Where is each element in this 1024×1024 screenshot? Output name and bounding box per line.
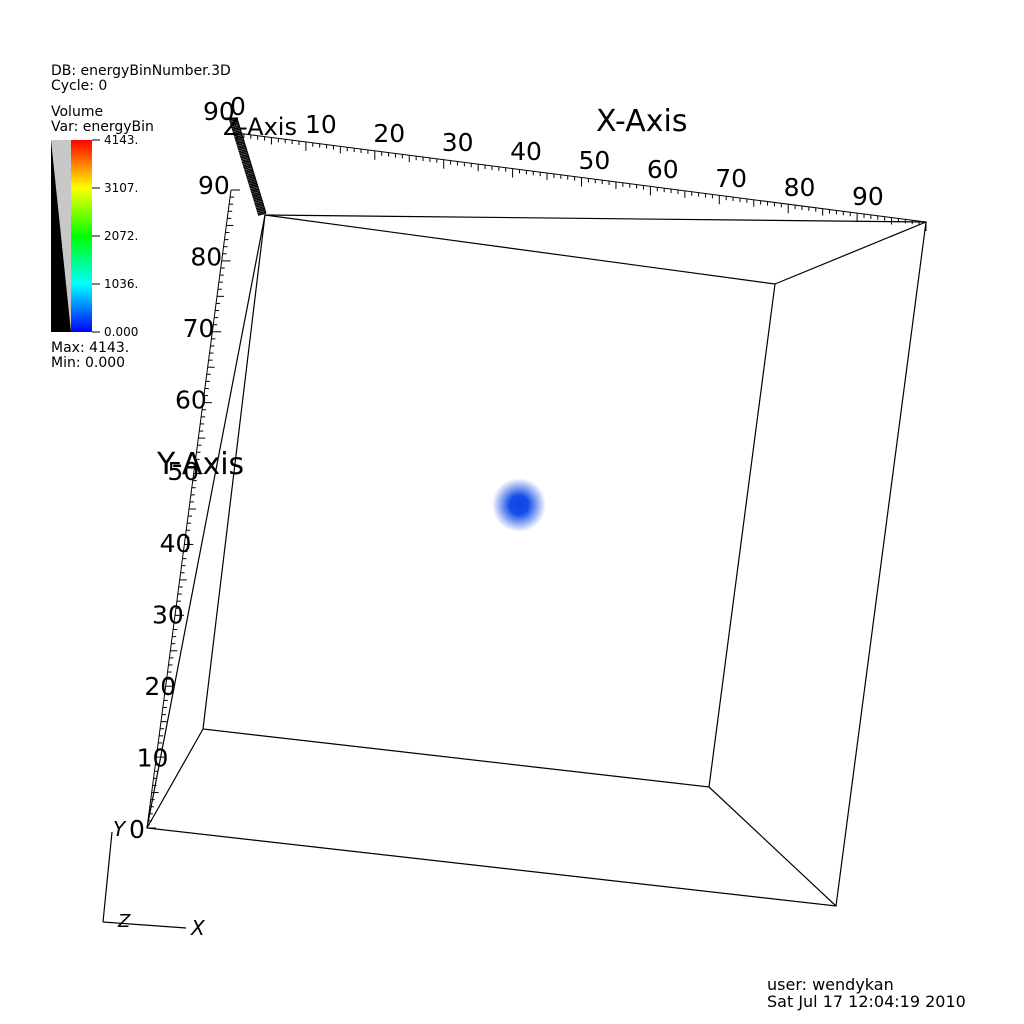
z-axis-title: Z-Axis <box>223 113 297 141</box>
legend-min: Min: 0.000 <box>51 355 126 371</box>
z-tick-label: 90 <box>203 97 235 126</box>
timestamp-label: Sat Jul 17 12:04:19 2010 <box>767 992 966 1011</box>
y-tick-label: 20 <box>144 672 176 701</box>
x-tick-label: 80 <box>784 173 816 202</box>
y-tick-label: 70 <box>183 314 215 343</box>
x-axis-title: X-Axis <box>596 104 687 139</box>
cycle-label: Cycle: 0 <box>51 78 108 94</box>
x-tick-label: 50 <box>579 146 611 175</box>
volume-blob <box>492 478 546 532</box>
x-axis: 10 20 30 40 50 60 70 80 90 X-Axis <box>236 104 927 231</box>
y-tick-label: 0 <box>129 815 145 844</box>
y-tick-label: 50 <box>167 457 199 486</box>
user-label: user: wendykan <box>767 975 894 994</box>
legend-max: Max: 4143. <box>51 340 130 356</box>
legend-tick-label: 3107. <box>104 181 138 195</box>
orientation-triad: Y Z X <box>102 817 206 940</box>
y-axis: 0 10 20 30 40 50 60 70 80 90 Y-Axis <box>129 171 244 844</box>
x-tick-label: 60 <box>647 155 679 184</box>
y-tick-label: 60 <box>175 386 207 415</box>
x-tick-label: 90 <box>852 182 884 211</box>
x-tick-label: 30 <box>442 128 474 157</box>
x-tick-label: 20 <box>373 119 405 148</box>
y-tick-label: 10 <box>137 743 169 772</box>
triad-x-label: X <box>190 916 206 940</box>
legend-tick-label: 0.000 <box>104 325 138 339</box>
legend-tick-label: 4143. <box>104 133 138 147</box>
legend-variable: Var: energyBin <box>51 119 154 135</box>
x-tick-label: 70 <box>715 164 747 193</box>
legend-tick-label: 2072. <box>104 229 138 243</box>
x-tick-label: 10 <box>305 110 337 139</box>
z-tick-label: 0 <box>230 92 246 121</box>
y-tick-label: 30 <box>152 600 184 629</box>
y-axis-title: Y-Axis <box>156 447 244 482</box>
database-label: DB: energyBinNumber.3D <box>51 63 231 79</box>
y-tick-label: 40 <box>160 529 192 558</box>
z-axis: Z-Axis 0 90 <box>203 92 297 216</box>
y-tick-label: 80 <box>190 243 222 272</box>
y-tick-label: 90 <box>198 171 230 200</box>
x-tick-label: 40 <box>510 137 542 166</box>
legend-colorbar: 4143. 3107. 2072. 1036. 0.000 <box>51 133 138 339</box>
legend-title: Volume <box>51 104 104 120</box>
bounding-box <box>146 214 927 907</box>
triad-y-label: Y <box>113 817 127 841</box>
triad-z-label: Z <box>117 911 131 932</box>
legend-tick-label: 1036. <box>104 277 138 291</box>
